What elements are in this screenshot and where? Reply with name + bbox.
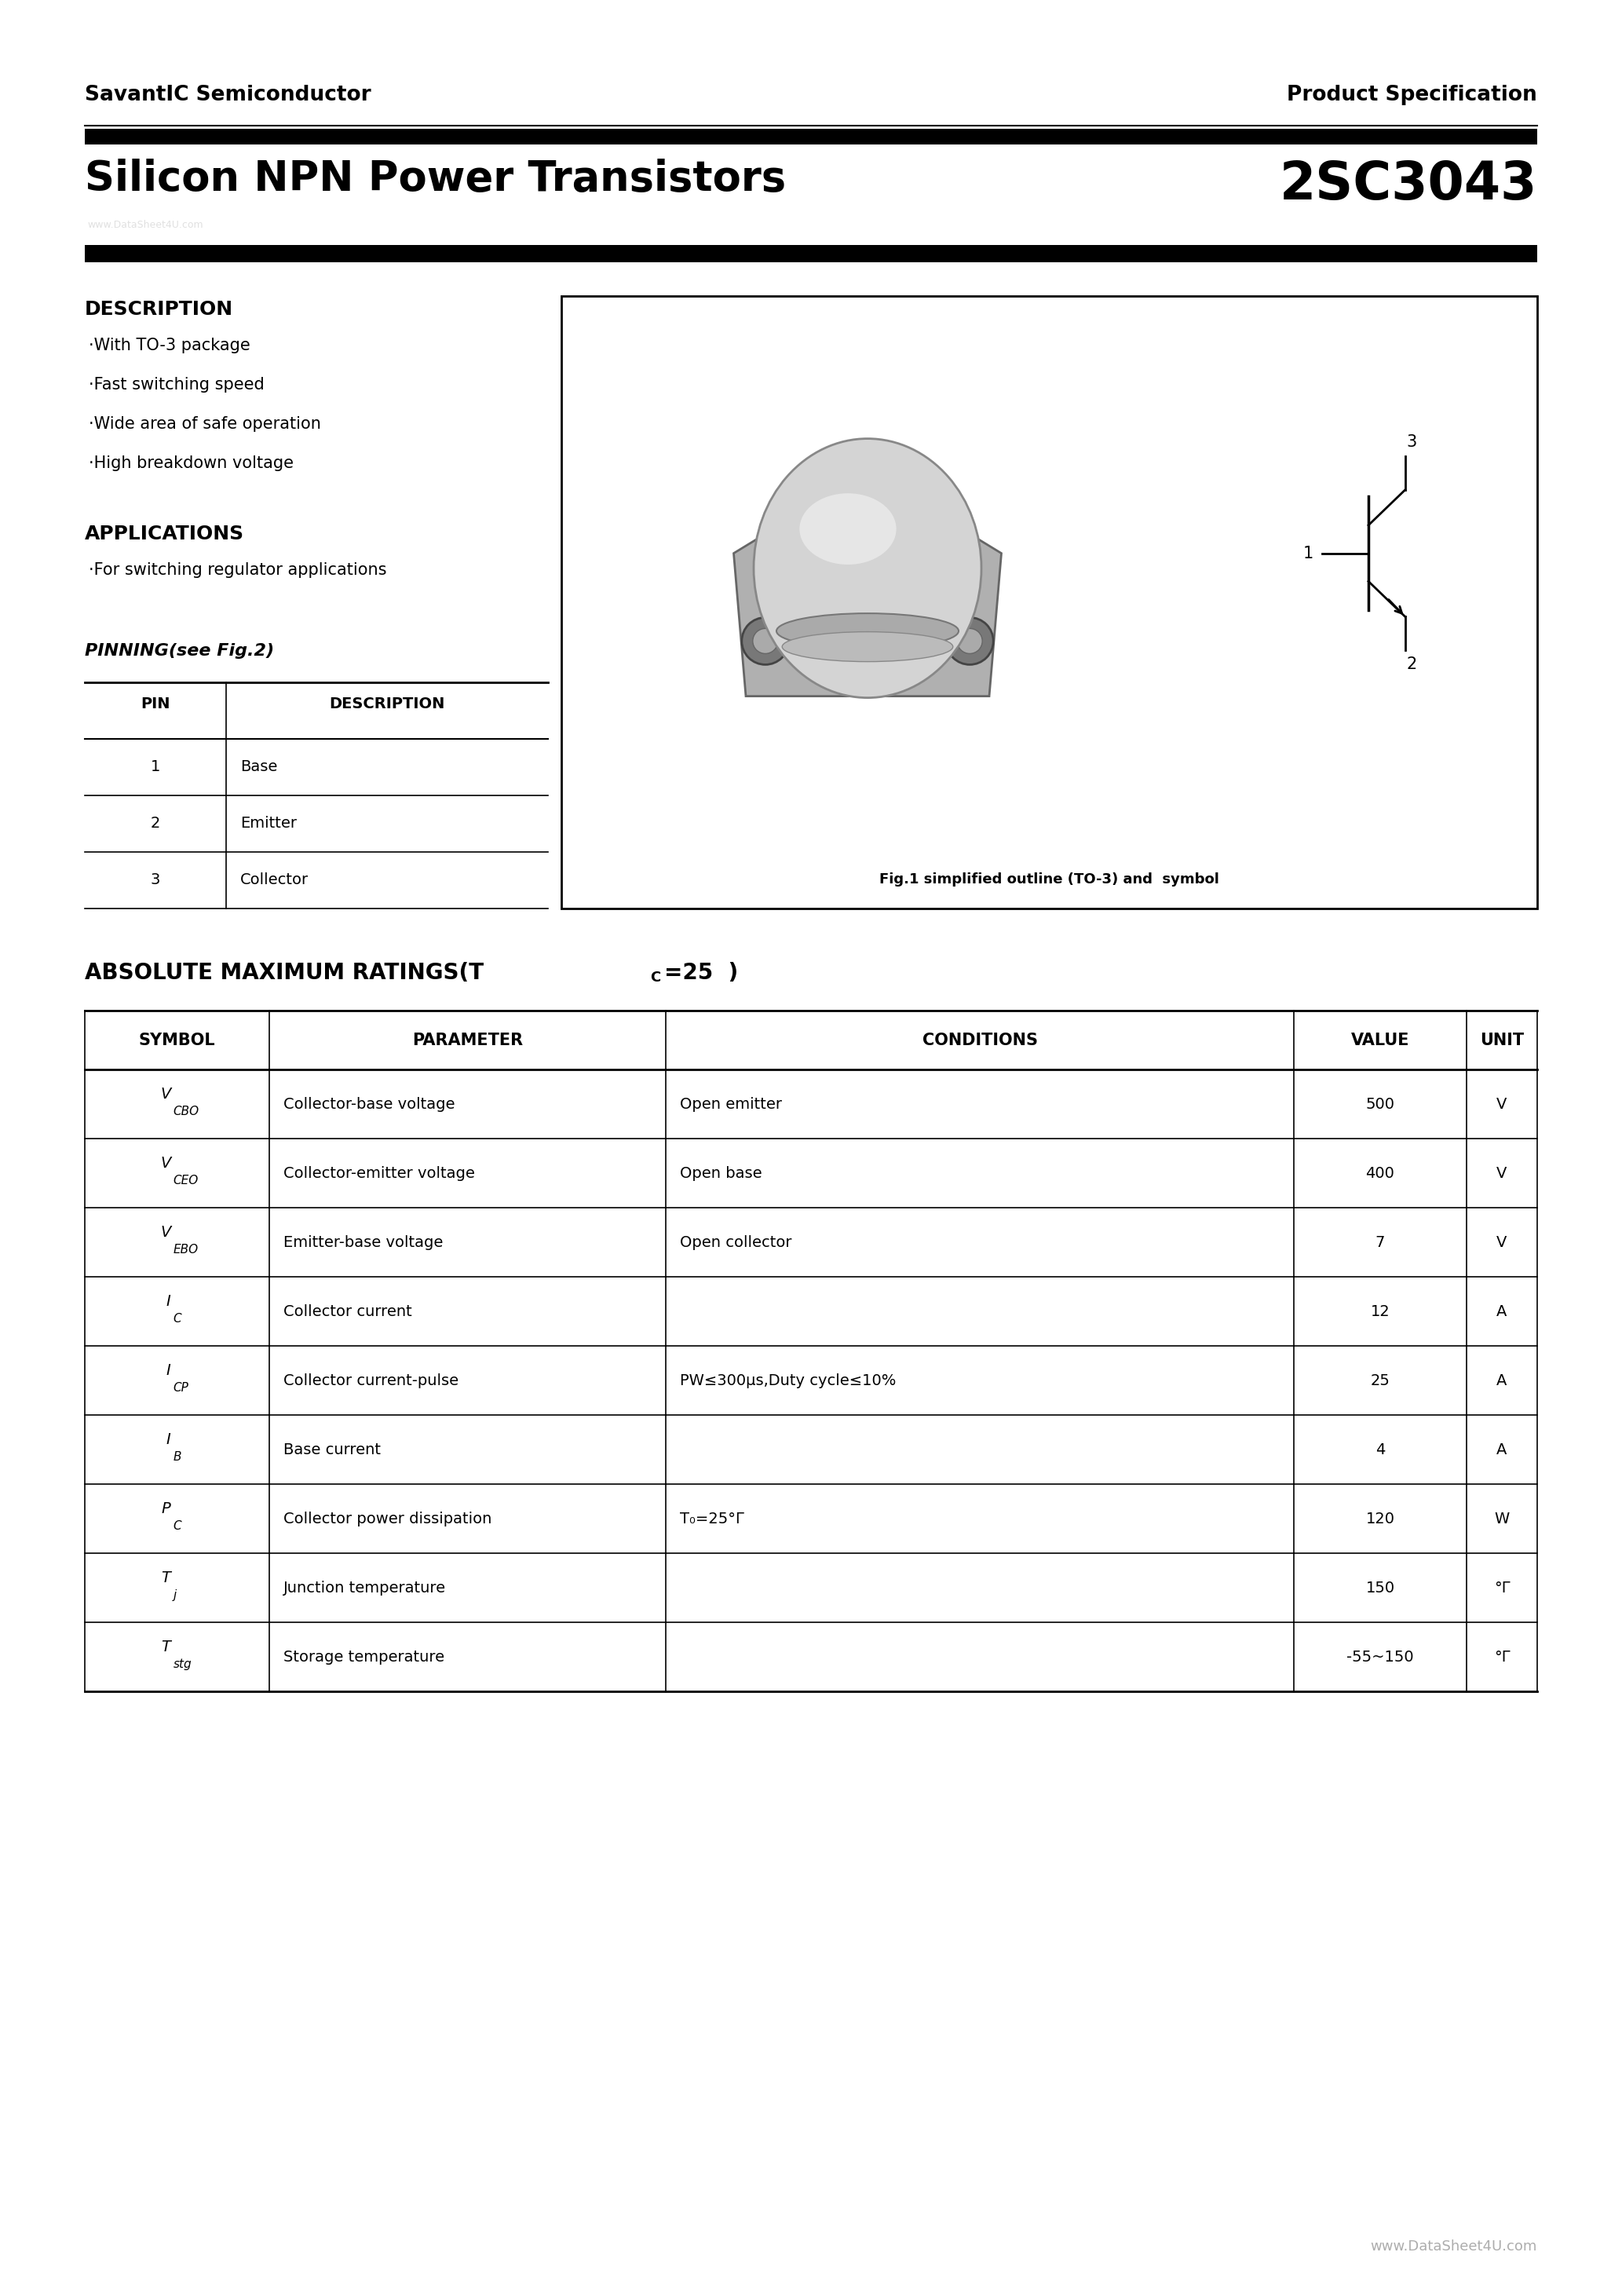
Text: ·High breakdown voltage: ·High breakdown voltage bbox=[89, 455, 294, 471]
Text: =25  ): =25 ) bbox=[663, 962, 738, 985]
Text: SavantIC Semiconductor: SavantIC Semiconductor bbox=[84, 85, 371, 106]
Text: Collector: Collector bbox=[240, 872, 308, 889]
Text: stg: stg bbox=[174, 1658, 191, 1669]
Text: C: C bbox=[174, 1520, 182, 1531]
Text: Emitter: Emitter bbox=[240, 817, 297, 831]
Ellipse shape bbox=[777, 613, 959, 650]
Ellipse shape bbox=[800, 494, 897, 565]
Text: Base current: Base current bbox=[284, 1442, 381, 1458]
Text: CP: CP bbox=[174, 1382, 188, 1394]
Text: Collector power dissipation: Collector power dissipation bbox=[284, 1511, 491, 1527]
Text: VALUE: VALUE bbox=[1351, 1033, 1410, 1049]
Text: APPLICATIONS: APPLICATIONS bbox=[84, 523, 245, 544]
Ellipse shape bbox=[782, 631, 952, 661]
Text: °Γ: °Γ bbox=[1494, 1649, 1510, 1665]
Text: T: T bbox=[162, 1570, 170, 1584]
Text: Product Specification: Product Specification bbox=[1286, 85, 1538, 106]
Bar bbox=[84, 129, 1538, 145]
Text: I: I bbox=[165, 1433, 170, 1446]
Text: 7: 7 bbox=[1375, 1235, 1385, 1249]
Text: PINNING(see Fig.2): PINNING(see Fig.2) bbox=[84, 643, 274, 659]
Text: CBO: CBO bbox=[174, 1107, 200, 1118]
Text: Collector current-pulse: Collector current-pulse bbox=[284, 1373, 459, 1387]
Polygon shape bbox=[733, 471, 1001, 696]
Text: PW≤300μs,Duty cycle≤10%: PW≤300μs,Duty cycle≤10% bbox=[680, 1373, 895, 1387]
Text: CEO: CEO bbox=[174, 1176, 198, 1187]
Text: V: V bbox=[161, 1155, 170, 1171]
Text: Silicon NPN Power Transistors: Silicon NPN Power Transistors bbox=[84, 158, 787, 200]
Text: 3: 3 bbox=[1406, 434, 1418, 450]
Text: 3: 3 bbox=[151, 872, 161, 889]
Text: Junction temperature: Junction temperature bbox=[284, 1580, 446, 1596]
Text: 25: 25 bbox=[1371, 1373, 1390, 1387]
Text: Open base: Open base bbox=[680, 1166, 762, 1180]
Circle shape bbox=[946, 618, 993, 664]
Text: ·Fast switching speed: ·Fast switching speed bbox=[89, 377, 264, 393]
Bar bbox=[84, 246, 1538, 262]
Text: P: P bbox=[162, 1502, 170, 1515]
Text: www.DataSheet4U.com: www.DataSheet4U.com bbox=[88, 220, 203, 230]
Text: -55~150: -55~150 bbox=[1346, 1649, 1414, 1665]
Text: Open collector: Open collector bbox=[680, 1235, 792, 1249]
Text: 2SC3043: 2SC3043 bbox=[1280, 158, 1538, 211]
Text: 120: 120 bbox=[1366, 1511, 1395, 1527]
Text: A: A bbox=[1497, 1304, 1507, 1318]
Text: 2: 2 bbox=[151, 817, 161, 831]
Circle shape bbox=[957, 629, 983, 654]
Text: EBO: EBO bbox=[174, 1244, 198, 1256]
Text: B: B bbox=[174, 1451, 182, 1463]
Text: Storage temperature: Storage temperature bbox=[284, 1649, 444, 1665]
Text: 150: 150 bbox=[1366, 1580, 1395, 1596]
Text: V: V bbox=[1497, 1166, 1507, 1180]
Text: V: V bbox=[161, 1226, 170, 1240]
Text: ABSOLUTE MAXIMUM RATINGS(T: ABSOLUTE MAXIMUM RATINGS(T bbox=[84, 962, 483, 985]
Text: 500: 500 bbox=[1366, 1097, 1395, 1111]
Text: °Γ: °Γ bbox=[1494, 1580, 1510, 1596]
Text: Open emitter: Open emitter bbox=[680, 1097, 782, 1111]
Text: V: V bbox=[1497, 1235, 1507, 1249]
Circle shape bbox=[753, 629, 779, 654]
Text: Emitter-base voltage: Emitter-base voltage bbox=[284, 1235, 443, 1249]
Text: PARAMETER: PARAMETER bbox=[412, 1033, 522, 1049]
Circle shape bbox=[741, 618, 788, 664]
Text: V: V bbox=[1497, 1097, 1507, 1111]
Bar bbox=[561, 296, 1538, 909]
Text: W: W bbox=[1494, 1511, 1510, 1527]
Text: T₀=25°Γ: T₀=25°Γ bbox=[680, 1511, 744, 1527]
Text: 1: 1 bbox=[151, 760, 161, 774]
Text: j: j bbox=[174, 1589, 177, 1600]
Text: DESCRIPTION: DESCRIPTION bbox=[329, 696, 444, 712]
Text: Collector-base voltage: Collector-base voltage bbox=[284, 1097, 454, 1111]
Text: 1: 1 bbox=[1304, 546, 1314, 560]
Text: ·For switching regulator applications: ·For switching regulator applications bbox=[89, 563, 386, 579]
Text: A: A bbox=[1497, 1442, 1507, 1458]
Text: UNIT: UNIT bbox=[1479, 1033, 1525, 1049]
Text: PIN: PIN bbox=[141, 696, 170, 712]
Text: C: C bbox=[650, 971, 660, 985]
Text: Base: Base bbox=[240, 760, 277, 774]
Text: Fig.1 simplified outline (TO-3) and  symbol: Fig.1 simplified outline (TO-3) and symb… bbox=[879, 872, 1220, 886]
Text: 4: 4 bbox=[1375, 1442, 1385, 1458]
Text: C: C bbox=[174, 1313, 182, 1325]
Text: A: A bbox=[1497, 1373, 1507, 1387]
Text: I: I bbox=[165, 1295, 170, 1309]
Text: 400: 400 bbox=[1366, 1166, 1395, 1180]
Text: 2: 2 bbox=[1406, 657, 1418, 673]
Text: www.DataSheet4U.com: www.DataSheet4U.com bbox=[1371, 2239, 1538, 2255]
Text: ·With TO-3 package: ·With TO-3 package bbox=[89, 338, 250, 354]
Text: T: T bbox=[162, 1639, 170, 1655]
Text: DESCRIPTION: DESCRIPTION bbox=[84, 301, 234, 319]
Text: ·Wide area of safe operation: ·Wide area of safe operation bbox=[89, 416, 321, 432]
Text: Collector-emitter voltage: Collector-emitter voltage bbox=[284, 1166, 475, 1180]
Text: SYMBOL: SYMBOL bbox=[139, 1033, 216, 1049]
Ellipse shape bbox=[754, 439, 981, 698]
Text: 12: 12 bbox=[1371, 1304, 1390, 1318]
Text: CONDITIONS: CONDITIONS bbox=[921, 1033, 1038, 1049]
Text: V: V bbox=[161, 1086, 170, 1102]
Text: Collector current: Collector current bbox=[284, 1304, 412, 1318]
Text: I: I bbox=[165, 1364, 170, 1378]
